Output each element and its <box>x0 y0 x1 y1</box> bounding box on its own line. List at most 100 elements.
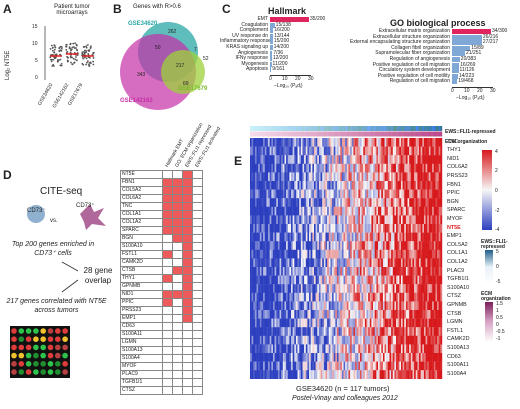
heatmap-cell <box>356 292 359 302</box>
heatmap-cell <box>404 172 407 182</box>
heatmap-cell <box>300 198 303 207</box>
heatmap-cell <box>292 267 295 276</box>
heatmap-cell <box>384 163 387 173</box>
heatmap-cell <box>251 155 254 164</box>
heatmap-cell <box>297 370 300 379</box>
heatmap-cell <box>322 361 325 371</box>
heatmap-cell <box>440 275 443 285</box>
heatmap-cell <box>356 146 359 156</box>
heatmap-cell <box>284 249 287 259</box>
heatmap-cell <box>264 310 267 319</box>
track-cell <box>269 131 272 137</box>
heatmap-cell <box>317 155 320 164</box>
heatmap-cell <box>250 138 252 147</box>
heatmap-cell <box>392 172 395 182</box>
heatmap-cell <box>356 232 359 242</box>
heatmap-cell <box>282 155 285 164</box>
heatmap-cell <box>272 361 275 371</box>
heatmap-cell <box>369 258 372 268</box>
heatmap-cell <box>338 249 341 259</box>
heatmap-cell <box>327 155 329 164</box>
heatmap-cell <box>312 284 315 293</box>
heatmap-cell <box>276 172 279 182</box>
heatmap-gene-label: CTSB <box>447 310 462 317</box>
overlap-mark <box>192 354 203 363</box>
heatmap-cell <box>277 206 280 216</box>
bar-value: 7/36 <box>273 49 284 56</box>
heatmap-cell <box>361 310 364 319</box>
heatmap-cell <box>256 344 259 354</box>
heatmap-cell <box>287 206 290 216</box>
heatmap-cell <box>295 310 298 319</box>
heatmap-cell <box>440 318 443 328</box>
heatmap-cell <box>266 327 269 336</box>
heatmap-cell <box>328 327 331 336</box>
heatmap-cell <box>253 198 256 207</box>
track-cell <box>432 126 434 131</box>
heatmap-cell <box>333 172 336 182</box>
heatmap-cell <box>281 249 284 259</box>
heatmap-cell <box>423 335 426 345</box>
heatmap-cell <box>381 146 384 156</box>
heatmap-cell <box>419 215 421 225</box>
heatmap-cell <box>314 370 316 379</box>
heatmap-cell <box>287 370 290 379</box>
heatmap-cell <box>407 353 410 362</box>
heatmap-cell <box>330 232 333 242</box>
heatmap-cell <box>304 181 306 190</box>
heatmap-cell <box>263 327 265 336</box>
heatmap-cell <box>396 189 398 199</box>
heatmap-cell <box>256 361 259 371</box>
track-cell <box>387 126 390 131</box>
heatmap-cell <box>386 370 389 379</box>
heatmap-cell <box>432 155 434 164</box>
heatmap-cell <box>251 318 254 328</box>
heatmap-cell <box>338 361 341 371</box>
heatmap-cell <box>333 327 336 336</box>
heatmap-cell <box>407 344 410 354</box>
heatmap-cell <box>281 215 284 225</box>
heatmap-cell <box>333 275 336 285</box>
heatmap-cell <box>419 249 421 259</box>
heatmap-cell <box>437 301 439 311</box>
heatmap-cell <box>328 284 331 293</box>
track-cell <box>419 131 421 137</box>
heatmap-cell <box>423 353 426 362</box>
track-cell <box>396 126 398 131</box>
heatmap-cell <box>369 138 372 147</box>
heatmap-cell <box>384 370 387 379</box>
heatmap-cell <box>294 370 297 379</box>
heatmap-cell <box>376 241 379 250</box>
track-cell <box>330 126 333 131</box>
heatmap-cell <box>397 241 400 250</box>
heatmap-cell <box>368 310 370 319</box>
heatmap-cell <box>309 258 311 268</box>
track-cell <box>295 126 298 131</box>
heatmap-cell <box>279 249 282 259</box>
heatmap-cell <box>437 284 439 293</box>
track-cell <box>359 131 362 137</box>
heatmap-cell <box>258 318 261 328</box>
heatmap-cell <box>345 232 348 242</box>
heatmap-cell <box>264 275 267 285</box>
heatmap-cell <box>400 224 403 233</box>
gene-name: TGFB1I1 <box>120 378 163 387</box>
heatmap-cell <box>415 353 418 362</box>
heatmap-cell <box>323 275 326 285</box>
track-cell <box>382 131 385 137</box>
heatmap-cell <box>351 327 354 336</box>
heatmap-cell <box>328 267 331 276</box>
heatmap-cell <box>305 198 308 207</box>
heatmap-cell <box>253 181 256 190</box>
heatmap-cell <box>258 181 261 190</box>
heatmap-cell <box>384 361 387 371</box>
heatmap-cell <box>373 258 375 268</box>
track-cell <box>297 126 300 131</box>
heatmap-cell <box>299 155 302 164</box>
heatmap-cell <box>307 138 310 147</box>
heatmap-cell <box>378 146 380 156</box>
heatmap-cell <box>287 155 290 164</box>
heatmap-cell <box>258 301 261 311</box>
overlap-mark <box>182 362 193 371</box>
heatmap-cell <box>374 249 377 259</box>
